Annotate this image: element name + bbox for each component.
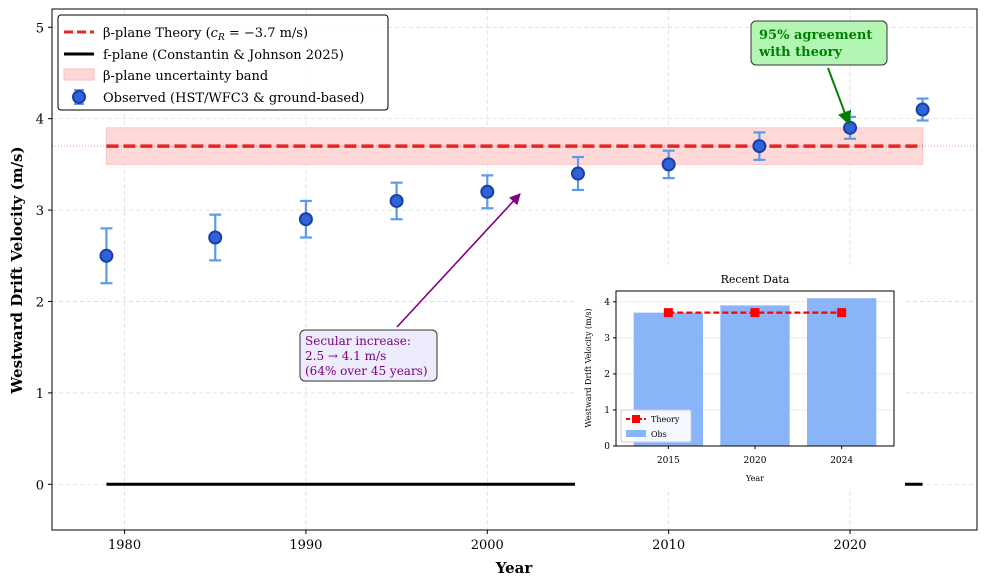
observed-marker [389, 193, 404, 208]
observed-points [99, 97, 930, 285]
inset-theory-line [663, 308, 847, 318]
observed-point [570, 155, 585, 192]
inset-legend: Theory Obs [620, 409, 692, 443]
observed-point [480, 174, 495, 210]
annotation-secular: Secular increase: 2.5 → 4.1 m/s (64% ove… [299, 193, 521, 382]
inset-theory-marker [663, 308, 673, 318]
inset-y-tick-label: 1 [604, 406, 610, 416]
observed-point [298, 199, 313, 239]
observed-point [99, 227, 114, 285]
inset-legend-obs-label: Obs [651, 430, 667, 439]
y-tick-label: 2 [36, 295, 44, 310]
y-axis-label: Westward Drift Velocity (m/s) [8, 146, 26, 394]
inset-bar [807, 298, 877, 446]
inset-theory-marker [750, 308, 760, 318]
y-tick-label: 1 [36, 387, 44, 402]
x-tick-label: 1990 [289, 538, 322, 553]
agreement-arrow [827, 67, 852, 126]
x-tick-label: 2000 [471, 538, 504, 553]
y-tick-label: 0 [36, 478, 44, 493]
observed-point [752, 131, 767, 161]
observed-marker [915, 102, 930, 117]
y-axis-ticks: 0 1 2 3 4 5 [36, 21, 52, 493]
inset-y-label: Westward Drift Velocity (m/s) [584, 308, 593, 427]
legend-frame [57, 14, 389, 111]
y-tick-label: 5 [36, 21, 44, 36]
inset-chart: 2015 2020 2024 0 1 2 3 4 Recent Data Year West… [575, 268, 905, 488]
inset-y-tick-label: 0 [604, 442, 610, 452]
x-tick-label: 2020 [833, 538, 866, 553]
observed-point [208, 213, 223, 262]
inset-legend-theory-marker [632, 415, 640, 423]
annotation-agreement: 95% agreement with theory [750, 20, 888, 126]
secular-line-2: 2.5 → 4.1 m/s [305, 349, 386, 363]
x-axis-ticks: 1980 1990 2000 2010 2020 [108, 530, 867, 553]
legend-band-label: β-plane uncertainty band [103, 69, 268, 84]
agreement-line-1: 95% agreement [759, 28, 872, 43]
observed-point [661, 149, 676, 180]
inset-legend-theory-label: Theory [651, 415, 680, 424]
inset-y-tick-label: 2 [604, 370, 610, 380]
legend-theory-label: β-plane Theory (cR = −3.7 m/s) [103, 26, 308, 43]
observed-marker [208, 230, 223, 245]
inset-bar [720, 305, 790, 446]
observed-marker [570, 166, 585, 181]
legend-fplane-label: f-plane (Constantin & Johnson 2025) [103, 48, 344, 63]
inset-x-label: Year [745, 474, 764, 483]
observed-point [389, 181, 404, 221]
y-tick-label: 3 [36, 204, 44, 219]
observed-marker [99, 248, 114, 263]
observed-marker [752, 139, 767, 154]
observed-marker [480, 184, 495, 199]
x-tick-label: 1980 [108, 538, 141, 553]
secular-line-3: (64% over 45 years) [305, 364, 428, 378]
x-tick-label: 2010 [652, 538, 685, 553]
observed-marker [661, 157, 676, 172]
inset-legend-obs-swatch [626, 430, 646, 437]
inset-x-tick-label: 2015 [657, 456, 680, 466]
secular-arrow [396, 193, 521, 328]
inset-y-tick-label: 3 [604, 334, 610, 344]
legend-obs-swatch [72, 89, 86, 105]
inset-x-tick-label: 2020 [744, 456, 767, 466]
agreement-box [750, 20, 888, 66]
x-axis-label: Year [495, 559, 534, 577]
inset-x-ticks: 2015 2020 2024 [657, 446, 853, 466]
observed-marker [298, 212, 313, 227]
observed-marker [843, 120, 858, 135]
observed-point [915, 97, 930, 122]
inset-title: Recent Data [721, 273, 790, 286]
inset-y-tick-label: 4 [604, 298, 610, 308]
legend: β-plane Theory (cR = −3.7 m/s) f-plane (… [57, 14, 389, 111]
agreement-line-2: with theory [758, 45, 842, 60]
inset-y-ticks: 0 1 2 3 4 [604, 298, 616, 452]
main-axes-frame [51, 8, 978, 531]
inset-theory-marker [837, 308, 847, 318]
inset-x-tick-label: 2024 [830, 456, 853, 466]
inset-bars [633, 298, 877, 446]
legend-obs-label: Observed (HST/WFC3 & ground-based) [103, 91, 365, 106]
legend-band-swatch [63, 68, 95, 81]
secular-box [299, 329, 438, 382]
y-tick-label: 4 [36, 113, 44, 128]
secular-line-1: Secular increase: [305, 334, 411, 348]
